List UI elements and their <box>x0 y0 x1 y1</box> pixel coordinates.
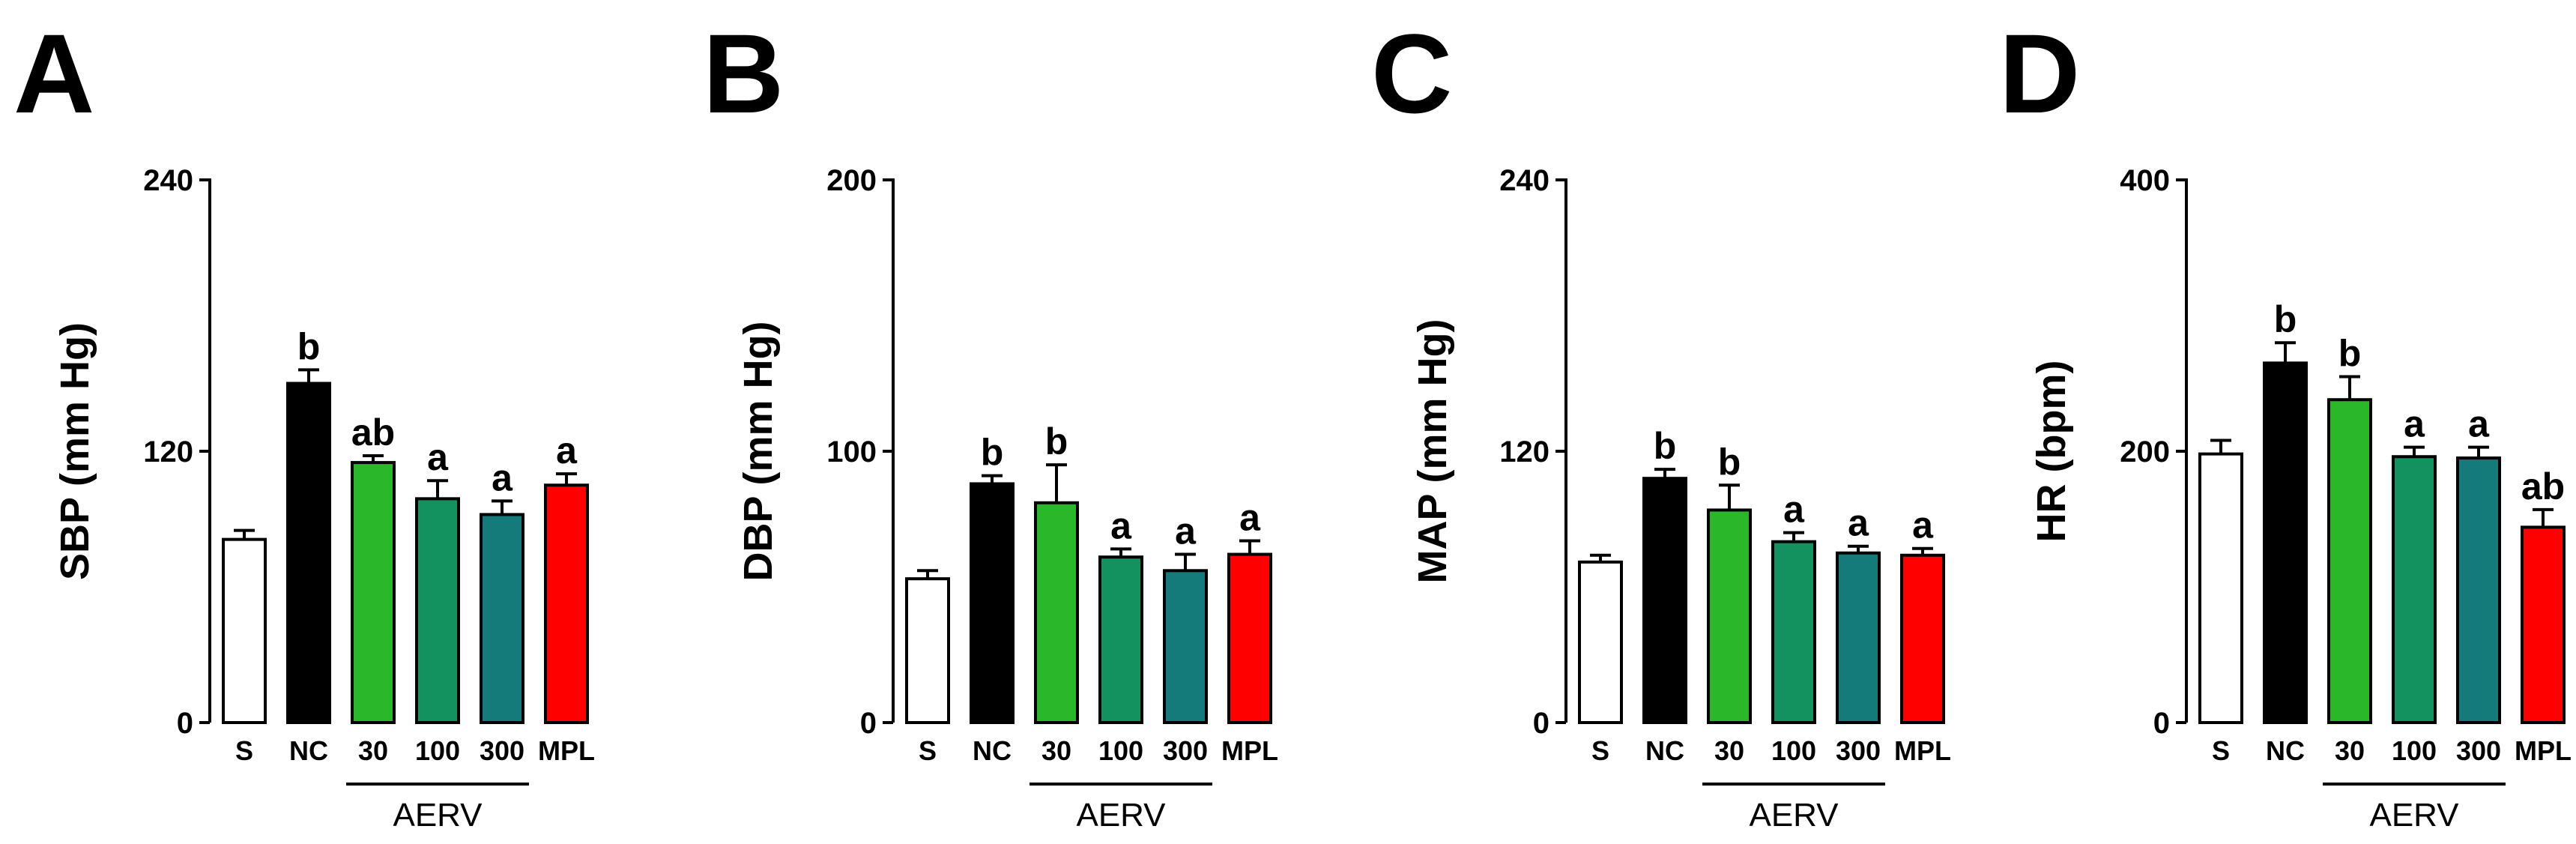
bar-mpl <box>544 483 589 724</box>
significance-label: a <box>2404 403 2425 445</box>
y-tick-label: 100 <box>826 435 877 468</box>
significance-label: a <box>1783 489 1805 531</box>
significance-label: a <box>1912 504 1934 546</box>
x-tick-label: 100 <box>2392 735 2437 766</box>
y-tick-label: 120 <box>1499 435 1549 468</box>
x-tick-label: 300 <box>480 735 524 766</box>
bar-s <box>905 577 950 725</box>
bar-mpl <box>2521 525 2566 724</box>
bar-s <box>1578 560 1623 724</box>
significance-label: b <box>2274 298 2297 340</box>
y-tick-label: 0 <box>1533 707 1549 740</box>
significance-label: b <box>2338 332 2362 374</box>
panel-letter: D <box>1999 10 2080 136</box>
y-axis-label: DBP (mm Hg) <box>736 321 781 581</box>
y-tick-label: 200 <box>2120 435 2170 468</box>
x-tick-label: 30 <box>1714 735 1744 766</box>
bar-30 <box>1034 501 1079 725</box>
significance-label: b <box>297 325 321 367</box>
x-tick-label: MPL <box>2515 735 2572 766</box>
group-label: AERV <box>2369 797 2459 834</box>
bar-mpl <box>1227 552 1272 724</box>
x-tick-label: MPL <box>538 735 595 766</box>
x-tick-label: NC <box>1645 735 1684 766</box>
significance-label: a <box>1848 502 1869 544</box>
y-axis-label: SBP (mm Hg) <box>52 322 97 580</box>
panel-letter: C <box>1371 10 1452 136</box>
bar-mpl <box>1900 553 1945 724</box>
significance-label: a <box>1239 496 1261 538</box>
bar-300 <box>480 513 524 724</box>
bar-nc <box>286 382 331 724</box>
group-label: AERV <box>1076 797 1166 834</box>
significance-label: b <box>1654 425 1677 467</box>
significance-label: ab <box>2521 465 2565 507</box>
x-tick-label: 300 <box>1836 735 1881 766</box>
x-tick-label: 300 <box>2456 735 2501 766</box>
x-tick-label: S <box>2212 735 2230 766</box>
x-tick-label: 100 <box>415 735 460 766</box>
bar-300 <box>2456 456 2501 724</box>
bar-s <box>222 537 267 725</box>
x-tick-label: S <box>235 735 253 766</box>
panel-a: A SBP (mm Hg) 0 120 240 Sb NC ab 30 a 100 a 300 a MPL A… <box>13 10 595 834</box>
bar-s <box>2198 452 2243 724</box>
group-label: AERV <box>1749 797 1839 834</box>
bar-300 <box>1836 551 1881 724</box>
y-tick-label: 240 <box>143 164 193 197</box>
x-tick-label: NC <box>2266 735 2305 766</box>
panel-d: D HR (bpm) 0 200 400 Sb NC b 30 a 100 a 300 ab MPL AERV <box>1999 10 2572 834</box>
significance-label: a <box>1110 504 1132 546</box>
y-tick-label: 120 <box>143 435 193 468</box>
panel-letter: A <box>13 10 94 136</box>
bar-30 <box>1707 508 1752 725</box>
y-tick-label: 400 <box>2120 164 2170 197</box>
panel-c: C MAP (mm Hg) 0 120 240 Sb NC b 30 a 100 a 300 a MPL AE… <box>1371 10 1951 834</box>
x-tick-label: 300 <box>1163 735 1208 766</box>
y-tick-label: 0 <box>177 707 193 740</box>
y-tick-label: 240 <box>1499 164 1549 197</box>
x-tick-label: 100 <box>1771 735 1816 766</box>
bar-nc <box>970 482 1015 724</box>
group-label: AERV <box>393 797 483 834</box>
bar-nc <box>1642 477 1687 724</box>
y-tick-label: 0 <box>860 707 877 740</box>
x-tick-label: 100 <box>1098 735 1143 766</box>
significance-label: b <box>981 432 1004 474</box>
significance-label: b <box>1045 421 1068 462</box>
significance-label: b <box>1718 441 1741 483</box>
x-tick-label: 30 <box>358 735 388 766</box>
bar-100 <box>415 497 460 724</box>
y-axis-label: MAP (mm Hg) <box>1410 319 1455 583</box>
significance-label: a <box>1175 510 1197 552</box>
bar-30 <box>2327 398 2372 724</box>
x-tick-label: MPL <box>1221 735 1278 766</box>
significance-label: ab <box>351 412 395 453</box>
x-tick-label: 30 <box>1041 735 1071 766</box>
y-tick-label: 200 <box>826 164 877 197</box>
x-tick-label: MPL <box>1894 735 1951 766</box>
panel-letter: B <box>703 10 784 136</box>
y-tick-label: 0 <box>2153 707 2170 740</box>
significance-label: a <box>492 456 513 498</box>
significance-label: a <box>556 429 578 471</box>
bar-30 <box>351 461 396 724</box>
y-axis-label: HR (bpm) <box>2029 361 2074 543</box>
x-tick-label: NC <box>289 735 328 766</box>
bar-nc <box>2263 361 2308 724</box>
significance-label: a <box>427 436 449 478</box>
bar-100 <box>1771 540 1816 725</box>
bar-300 <box>1163 569 1208 725</box>
bar-100 <box>2392 455 2437 724</box>
significance-label: a <box>2468 403 2490 445</box>
panel-b: B DBP (mm Hg) 0 100 200 Sb NC b 30 a 100 a 300 a MPL AE… <box>703 10 1278 834</box>
x-tick-label: S <box>919 735 937 766</box>
x-tick-label: 30 <box>2335 735 2365 766</box>
x-tick-label: NC <box>973 735 1012 766</box>
bar-100 <box>1098 555 1143 724</box>
x-tick-label: S <box>1591 735 1609 766</box>
